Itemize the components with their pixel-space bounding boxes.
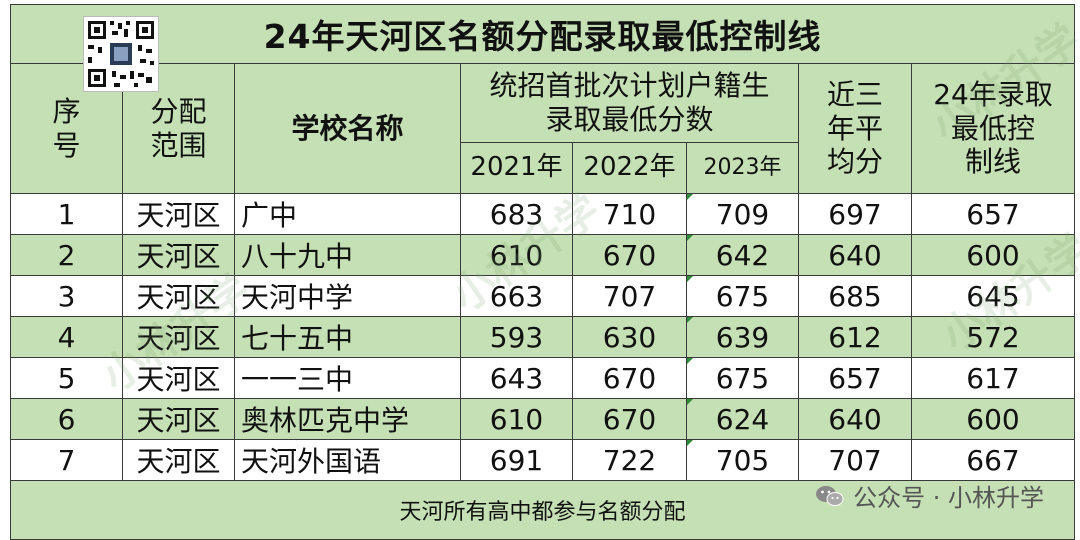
- cell-seq: 6: [10, 398, 123, 440]
- table-row: 4 天河区 七十五中 593 630 639 612 572: [10, 316, 1076, 358]
- cell-marker: [687, 194, 693, 200]
- cell-avg: 640: [798, 398, 912, 440]
- cell-seq: 4: [10, 316, 123, 358]
- cell-y2021: 643: [460, 357, 573, 399]
- cell-y2023: 675: [686, 275, 799, 317]
- cell-line24: 600: [910, 234, 1076, 276]
- table-body: 1 天河区 广中 683 710 709 697 657 2 天河区 八十九中 610 670 642 64…: [10, 193, 1076, 481]
- cell-seq: 2: [10, 234, 123, 276]
- cell-line24: 645: [910, 275, 1076, 317]
- cell-y2022: 670: [572, 357, 687, 399]
- cell-marker: [687, 276, 693, 282]
- header-avg: 近三 年平 均分: [798, 63, 912, 194]
- cell-school: 广中: [234, 193, 461, 235]
- cell-avg: 612: [798, 316, 912, 358]
- cell-y2023: 642: [686, 234, 799, 276]
- cell-y2021: 593: [460, 316, 573, 358]
- cell-y2021: 610: [460, 234, 573, 276]
- cell-seq: 1: [10, 193, 123, 235]
- cell-y2021: 683: [460, 193, 573, 235]
- cell-range: 天河区: [122, 234, 235, 276]
- table-title: 24年天河区名额分配录取最低控制线: [9, 4, 1076, 64]
- admission-table: 24年天河区名额分配录取最低控制线 序 号 分配 范围 学校名称 统招首批次计划…: [9, 4, 1076, 540]
- header-score-group: 统招首批次计划户籍生 录取最低分数: [460, 63, 799, 143]
- cell-y2022: 707: [572, 275, 687, 317]
- cell-seq: 5: [10, 357, 123, 399]
- cell-y2022: 670: [572, 398, 687, 440]
- attribution: 公众号 · 小林升学: [815, 478, 1044, 513]
- cell-line24: 600: [910, 398, 1076, 440]
- cell-y2021: 610: [460, 398, 573, 440]
- cell-y2022: 722: [572, 439, 687, 481]
- cell-avg: 685: [798, 275, 912, 317]
- cell-y2023: 709: [686, 193, 799, 235]
- table-row: 2 天河区 八十九中 610 670 642 640 600: [10, 234, 1076, 276]
- cell-y2022: 670: [572, 234, 687, 276]
- cell-avg: 657: [798, 357, 912, 399]
- cell-line24: 657: [910, 193, 1076, 235]
- cell-range: 天河区: [122, 439, 235, 481]
- cell-line24: 572: [910, 316, 1076, 358]
- table-row: 7 天河区 天河外国语 691 722 705 707 667: [10, 439, 1076, 481]
- cell-school: 七十五中: [234, 316, 461, 358]
- cell-school: 天河外国语: [234, 439, 461, 481]
- cell-avg: 640: [798, 234, 912, 276]
- cell-y2023: 705: [686, 439, 799, 481]
- cell-range: 天河区: [122, 316, 235, 358]
- cell-y2023: 675: [686, 357, 799, 399]
- table-row: 6 天河区 奥林匹克中学 610 670 624 640 600: [10, 398, 1076, 440]
- cell-y2022: 630: [572, 316, 687, 358]
- cell-y2021: 691: [460, 439, 573, 481]
- cell-seq: 7: [10, 439, 123, 481]
- header-line24: 24年录取 最低控 制线: [910, 63, 1076, 194]
- table-row: 1 天河区 广中 683 710 709 697 657: [10, 193, 1076, 235]
- cell-range: 天河区: [122, 398, 235, 440]
- wechat-icon: [815, 484, 845, 508]
- cell-marker: [687, 235, 693, 241]
- cell-range: 天河区: [122, 193, 235, 235]
- cell-school: 天河中学: [234, 275, 461, 317]
- cell-marker: [687, 317, 693, 323]
- cell-marker: [687, 358, 693, 364]
- cell-marker: [687, 440, 693, 446]
- header-2022: 2022年: [572, 142, 687, 194]
- header-2023: 2023年: [686, 142, 799, 194]
- cell-range: 天河区: [122, 275, 235, 317]
- header-2021: 2021年: [460, 142, 573, 194]
- cell-school: 一一三中: [234, 357, 461, 399]
- qr-code-icon: [83, 16, 159, 92]
- cell-line24: 617: [910, 357, 1076, 399]
- table-row: 3 天河区 天河中学 663 707 675 685 645: [10, 275, 1076, 317]
- cell-marker: [687, 399, 693, 405]
- cell-seq: 3: [10, 275, 123, 317]
- cell-y2023: 624: [686, 398, 799, 440]
- cell-y2023: 639: [686, 316, 799, 358]
- cell-y2022: 710: [572, 193, 687, 235]
- cell-school: 奥林匹克中学: [234, 398, 461, 440]
- cell-range: 天河区: [122, 357, 235, 399]
- cell-y2021: 663: [460, 275, 573, 317]
- attribution-text: 公众号 · 小林升学: [853, 484, 1044, 512]
- cell-avg: 707: [798, 439, 912, 481]
- cell-avg: 697: [798, 193, 912, 235]
- cell-school: 八十九中: [234, 234, 461, 276]
- cell-line24: 667: [910, 439, 1076, 481]
- table-row: 5 天河区 一一三中 643 670 675 657 617: [10, 357, 1076, 399]
- header-school: 学校名称: [234, 63, 461, 194]
